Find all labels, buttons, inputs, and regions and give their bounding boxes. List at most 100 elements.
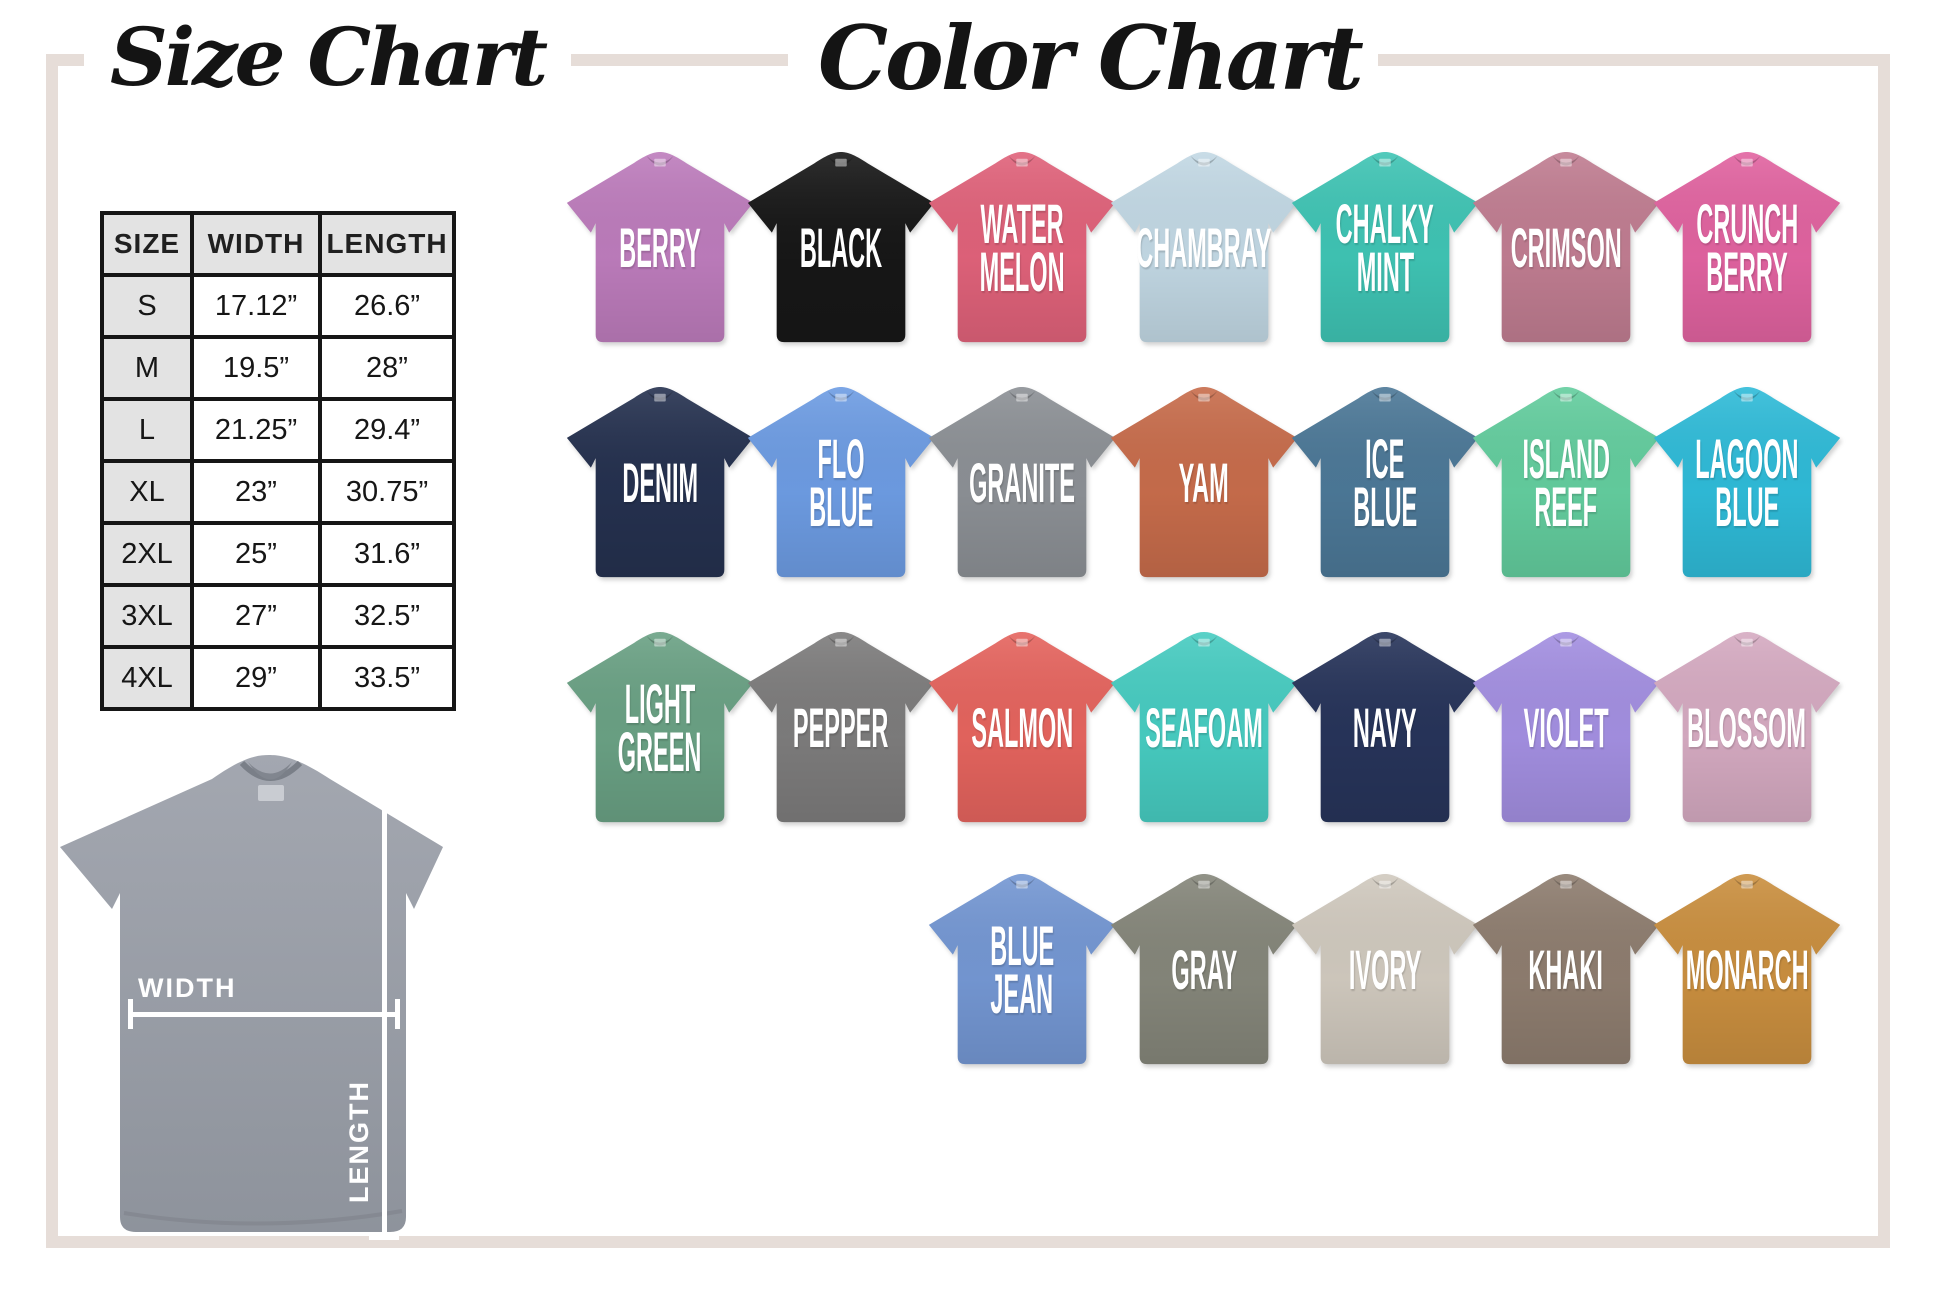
color-shirt-chambray: CHAMBRAY [1108,148,1300,350]
neck-tag [1379,393,1391,402]
size-table-row: 4XL 29” 33.5” [100,645,456,711]
size-table-header-row: SIZE WIDTH LENGTH [100,211,456,277]
size-table-row: S 17.12” 26.6” [100,273,456,339]
size-cell: 2XL [100,521,194,587]
size-cell: M [100,335,194,401]
measurement-cell: 28” [318,335,456,401]
size-table-row: 3XL 27” 32.5” [100,583,456,649]
tshirt-graphic [566,632,754,823]
color-shirt-flo-blue: FLO BLUE [745,383,937,585]
color-chart-title: Color Chart [788,0,1378,124]
size-table-row: L 21.25” 29.4” [100,397,456,463]
size-table-header-cell: WIDTH [190,211,322,277]
size-cell: 3XL [100,583,194,649]
color-shirt-chalky-mint: CHALKY MINT [1289,148,1481,350]
tshirt-graphic [1472,387,1660,578]
measurement-cell: 33.5” [318,645,456,711]
tshirt-graphic [1110,152,1298,343]
measurement-cell: 25” [190,521,322,587]
size-table: SIZE WIDTH LENGTH S 17.12” 26.6” M 19.5” 28” L 21… [100,211,456,711]
color-shirt-gray: GRAY [1108,870,1300,1072]
neck-tag [1016,393,1028,402]
measurement-cell: 23” [190,459,322,525]
tshirt-graphic [1110,387,1298,578]
tshirt-graphic [1653,152,1841,343]
neck-tag [1198,393,1210,402]
width-label: WIDTH [138,973,237,1003]
neck-tag [1741,880,1753,889]
width-measure-line [128,999,400,1029]
neck-tag [1198,638,1210,647]
tshirt-graphic [928,387,1116,578]
neck-tag [654,638,666,647]
neck-tag [1016,880,1028,889]
size-table-row: XL 23” 30.75” [100,459,456,525]
neck-tag [1016,638,1028,647]
tshirt-graphic [1653,387,1841,578]
neck-tag [835,638,847,647]
color-shirt-black: BLACK [745,148,937,350]
color-shirt-lagoon-blue: LAGOON BLUE [1651,383,1843,585]
color-shirt-granite: GRANITE [926,383,1118,585]
neck-tag [1379,158,1391,167]
color-shirt-light-green: LIGHT GREEN [564,628,756,830]
measurement-cell: 29” [190,645,322,711]
color-shirt-denim: DENIM [564,383,756,585]
color-shirt-monarch: MONARCH [1651,870,1843,1072]
color-shirt-ivory: IVORY [1289,870,1481,1072]
gray-tshirt-graphic [60,755,443,1232]
tshirt-graphic [1653,874,1841,1065]
tshirt-graphic [566,387,754,578]
color-shirt-crimson: CRIMSON [1470,148,1662,350]
tshirt-graphic [1291,387,1479,578]
neck-tag [1741,158,1753,167]
tshirt-graphic [928,152,1116,343]
color-shirt-crunch-berry: CRUNCH BERRY [1651,148,1843,350]
size-table-header-cell: LENGTH [318,211,456,277]
color-shirt-pepper: PEPPER [745,628,937,830]
size-table-body: S 17.12” 26.6” M 19.5” 28” L 21.25” 29.4” XL 23” 30… [100,273,456,711]
neck-tag [1016,158,1028,167]
neck-tag [835,158,847,167]
neck-tag [1379,638,1391,647]
measurement-cell: 26.6” [318,273,456,339]
neck-tag [1198,880,1210,889]
measurement-cell: 29.4” [318,397,456,463]
color-shirt-navy: NAVY [1289,628,1481,830]
neck-tag [1198,158,1210,167]
measurement-diagram: WIDTH LENGTH [52,745,444,1250]
color-shirt-yam: YAM [1108,383,1300,585]
neck-tag [1560,880,1572,889]
color-shirt-island-reef: ISLAND REEF [1470,383,1662,585]
measurement-cell: 17.12” [190,273,322,339]
tshirt-graphic [1472,152,1660,343]
neck-tag [1560,393,1572,402]
length-measure-line [369,788,399,1240]
color-shirt-violet: VIOLET [1470,628,1662,830]
tshirt-graphic [1291,874,1479,1065]
tshirt-graphic [928,874,1116,1065]
color-shirt-water-melon: WATER MELON [926,148,1118,350]
tshirt-graphic [1472,874,1660,1065]
measurement-cell: 27” [190,583,322,649]
neck-tag [1560,158,1572,167]
color-shirt-ice-blue: ICE BLUE [1289,383,1481,585]
size-chart-title: Size Chart [84,4,572,118]
neck-tag [654,393,666,402]
neck-tag [1741,393,1753,402]
measurement-cell: 30.75” [318,459,456,525]
tshirt-graphic [566,152,754,343]
tshirt-graphic [1110,874,1298,1065]
neck-tag [1741,638,1753,647]
size-cell: XL [100,459,194,525]
neck-tag [1560,638,1572,647]
tshirt-graphic [1291,632,1479,823]
color-shirt-berry: BERRY [564,148,756,350]
neck-tag [1379,880,1391,889]
size-table-head: SIZE WIDTH LENGTH [100,211,456,277]
size-cell: L [100,397,194,463]
measurement-cell: 21.25” [190,397,322,463]
color-shirt-seafoam: SEAFOAM [1108,628,1300,830]
tshirt-graphic [1291,152,1479,343]
tshirt-graphic [928,632,1116,823]
